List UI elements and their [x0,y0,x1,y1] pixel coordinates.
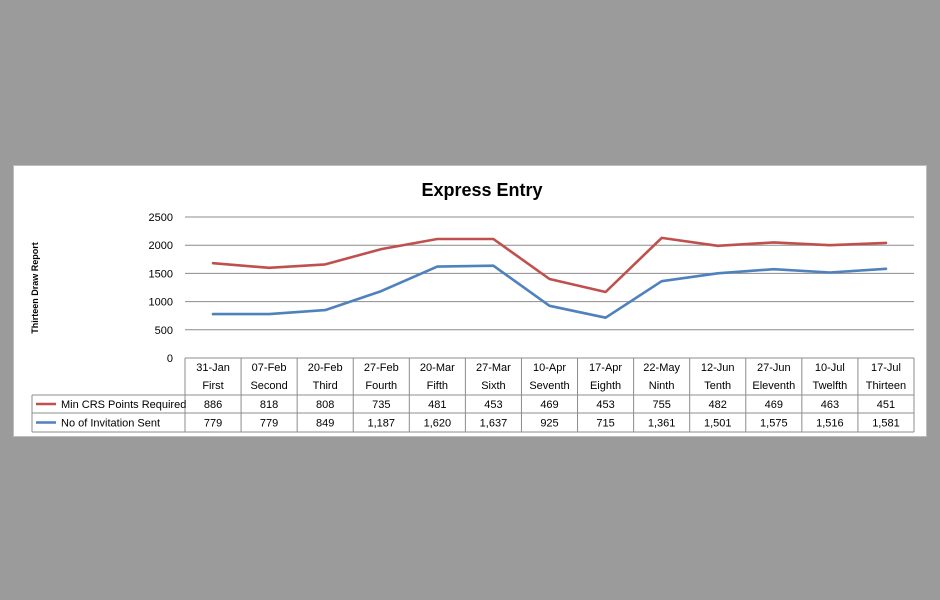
data-table-value: 1,620 [424,418,452,430]
x-category-label: 12-Jun [701,362,735,374]
y-axis-label: Thirteen Draw Report [30,242,40,334]
x-subcategory-label: Eleventh [752,380,795,392]
data-table-value: 453 [484,399,502,411]
data-table-value: 1,516 [816,418,844,430]
line-chart: Express Entry Thirteen Draw Report 0 500 1… [30,180,915,433]
data-table-value: 453 [596,399,614,411]
data-table-value: 735 [372,399,390,411]
y-tick-label: 2000 [149,240,173,252]
data-table-value: 715 [596,418,614,430]
x-category-label: 27-Jun [757,362,791,374]
data-table-value: 481 [428,399,446,411]
y-tick-label: 2500 [149,212,173,224]
data-table-value: 886 [204,399,222,411]
data-table-value: 818 [260,399,278,411]
y-tick-label: 1500 [149,268,173,280]
data-table-value: 469 [540,399,558,411]
series-line-2 [211,264,888,319]
x-subcategory-label: Eighth [590,380,621,392]
data-table-value: 779 [260,418,278,430]
legend-label: No of Invitation Sent [61,418,160,430]
x-category-label: 31-Jan [196,362,230,374]
x-subcategory-label: Second [250,380,287,392]
x-subcategory-label: Thirteen [866,380,906,392]
legend-label: Min CRS Points Required [61,399,186,411]
y-tick-label: 0 [167,353,173,365]
x-subcategory-label: Sixth [481,380,505,392]
data-table-value: 925 [540,418,558,430]
x-category-label: 27-Feb [364,362,399,374]
data-table-value: 451 [877,399,895,411]
x-category-label: 17-Apr [589,362,622,374]
data-table-value: 755 [652,399,670,411]
chart-panel: Express Entry Thirteen Draw Report 0 500 1… [14,166,926,436]
data-table-value: 1,501 [704,418,732,430]
x-category-label: 17-Jul [871,362,901,374]
chart-title: Express Entry [421,180,542,200]
data-table: 31-Jan First 07-Feb Second 20-Feb Third 27-Feb… [31,357,915,433]
data-table-value: 1,361 [648,418,676,430]
x-category-label: 10-Jul [815,362,845,374]
data-table-value: 469 [765,399,783,411]
data-table-value: 482 [709,399,727,411]
data-table-value: 849 [316,418,334,430]
x-subcategory-label: Twelfth [812,380,847,392]
x-category-label: 27-Mar [476,362,511,374]
data-table-value: 1,581 [872,418,900,430]
x-category-label: 20-Mar [420,362,455,374]
x-subcategory-label: First [202,380,223,392]
x-subcategory-label: Fourth [365,380,397,392]
x-subcategory-label: Fifth [427,380,448,392]
data-table-value: 779 [204,418,222,430]
series-line-1 [211,236,888,294]
data-table-value: 808 [316,399,334,411]
x-category-label: 20-Feb [308,362,343,374]
gridlines [185,216,914,331]
x-subcategory-label: Third [313,380,338,392]
x-category-label: 10-Apr [533,362,566,374]
x-subcategory-label: Seventh [529,380,569,392]
data-table-value: 1,575 [760,418,788,430]
data-table-value: 1,637 [480,418,508,430]
y-tick-label: 500 [155,325,173,337]
y-tick-label: 1000 [149,297,173,309]
x-category-label: 22-May [643,362,680,374]
data-table-value: 1,187 [368,418,396,430]
x-subcategory-label: Tenth [704,380,731,392]
data-table-value: 463 [821,399,839,411]
x-subcategory-label: Ninth [649,380,675,392]
x-category-label: 07-Feb [252,362,287,374]
series-lines [211,236,888,319]
y-axis-ticks: 0 500 1000 1500 2000 2500 [149,212,173,365]
